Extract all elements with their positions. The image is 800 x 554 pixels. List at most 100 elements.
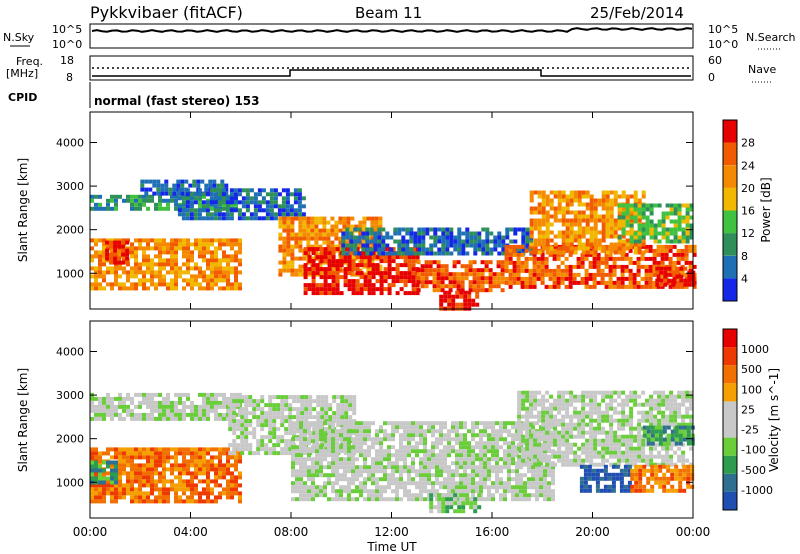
echo-cell-band-11 — [542, 207, 546, 211]
echo-cell-band-3 — [228, 411, 232, 415]
echo-cell-band-1 — [142, 479, 146, 483]
echo-cell-band-1 — [98, 459, 102, 463]
echo-cell-band-11 — [606, 211, 610, 215]
echo-cell-band-3 — [240, 451, 244, 455]
echo-cell-band-11 — [610, 215, 614, 219]
echo-cell-band-1 — [202, 447, 206, 451]
echo-cell-band-4 — [194, 208, 198, 212]
echo-cell-band-4 — [315, 457, 319, 461]
echo-cell-band-4 — [343, 425, 347, 429]
echo-cell-band-6 — [404, 263, 408, 267]
echo-cell-band-5 — [322, 233, 326, 237]
echo-cell-band-5 — [477, 505, 481, 509]
echo-cell-band-10 — [601, 273, 605, 277]
echo-cell-band-4 — [242, 200, 246, 204]
echo-cell-band-4 — [335, 433, 339, 437]
echo-cell-band-4 — [431, 445, 435, 449]
echo-cell-band-6 — [324, 291, 328, 295]
echo-cell-band-4 — [315, 469, 319, 473]
echo-cell-band-4 — [355, 421, 359, 425]
echo-cell-band-4 — [391, 425, 395, 429]
echo-cell-band-5 — [453, 493, 457, 497]
echo-cell-band-0 — [150, 266, 154, 270]
echo-cell-band-3 — [268, 399, 272, 403]
echo-cell-band-8 — [485, 276, 489, 280]
echo-cell-band-1 — [206, 447, 210, 451]
echo-cell-band-11 — [530, 219, 534, 223]
echo-cell-band-6 — [392, 267, 396, 271]
echo-cell-band-4 — [214, 208, 218, 212]
echo-cell-band-4 — [222, 196, 226, 200]
echo-cell-band-4 — [407, 489, 411, 493]
echo-cell-band-3 — [144, 188, 148, 192]
echo-cell-band-10 — [601, 257, 605, 261]
echo-cell-band-7 — [485, 228, 489, 232]
echo-cell-band-11 — [610, 247, 614, 251]
echo-cell-band-4 — [407, 437, 411, 441]
echo-cell-band-3 — [252, 435, 256, 439]
echo-cell-band-4 — [295, 461, 299, 465]
echo-cell-band-1 — [138, 475, 142, 479]
echo-cell-band-7 — [469, 240, 473, 244]
echo-cell-band-4 — [226, 212, 230, 216]
echo-cell-band-12 — [678, 216, 682, 220]
echo-cell-band-11 — [590, 211, 594, 215]
echo-cell-band-11 — [558, 203, 562, 207]
echo-cell-band-6 — [376, 255, 380, 259]
echo-cell-band-1 — [202, 451, 206, 455]
echo-cell-band-7 — [389, 248, 393, 252]
echo-cell-band-1 — [182, 455, 186, 459]
echo-cell-band-0 — [206, 238, 210, 242]
echo-cell-band-6 — [392, 255, 396, 259]
echo-cell-band-1 — [125, 257, 129, 261]
echo-cell-band-1 — [230, 495, 234, 499]
echo-cell-band-6 — [521, 427, 525, 431]
echo-cell-band-4 — [479, 485, 483, 489]
echo-cell-band-4 — [307, 421, 311, 425]
echo-cell-band-4 — [190, 192, 194, 196]
echo-cell-band-4 — [327, 497, 331, 501]
echo-cell-band-0 — [206, 246, 210, 250]
echo-cell-band-1 — [122, 471, 126, 475]
echo-cell-band-12 — [658, 232, 662, 236]
echo-cell-band-8 — [461, 264, 465, 268]
echo-cell-band-2 — [106, 203, 110, 207]
echo-cell-band-7 — [409, 252, 413, 256]
echo-cell-band-9 — [471, 299, 475, 303]
echo-cell-band-8 — [457, 260, 461, 264]
echo-cell-band-3 — [272, 411, 276, 415]
echo-cell-band-5 — [441, 509, 445, 513]
echo-cell-band-12 — [650, 208, 654, 212]
echo-cell-band-6 — [360, 259, 364, 263]
echo-cell-band-4 — [202, 216, 206, 220]
echo-cell-band-0 — [138, 270, 142, 274]
nsky-trace — [92, 28, 692, 32]
echo-cell-band-0 — [158, 258, 162, 262]
echo-cell-band-4 — [254, 208, 258, 212]
echo-cell-band-7 — [461, 252, 465, 256]
echo-cell-band-4 — [355, 477, 359, 481]
echo-cell-band-1 — [170, 479, 174, 483]
echo-cell-band-2 — [162, 207, 166, 211]
echo-cell-band-0 — [158, 401, 162, 405]
echo-cell-band-10 — [533, 269, 537, 273]
echo-cell-band-0 — [126, 397, 130, 401]
echo-cell-band-10 — [629, 285, 633, 289]
echo-cell-band-1 — [138, 491, 142, 495]
echo-cell-band-11 — [610, 243, 614, 247]
echo-cell-band-7 — [433, 236, 437, 240]
echo-cell-band-0 — [122, 270, 126, 274]
echo-cell-band-6 — [352, 287, 356, 291]
echo-cell-band-4 — [282, 204, 286, 208]
echo-cell-band-4 — [503, 441, 507, 445]
echo-cell-band-7 — [381, 252, 385, 256]
echo-cell-band-5 — [338, 217, 342, 221]
echo-cell-band-0 — [138, 393, 142, 397]
echo-cell-band-0 — [150, 258, 154, 262]
echo-cell-band-11 — [542, 215, 546, 219]
echo-cell-band-3 — [292, 407, 296, 411]
echo-cell-band-4 — [335, 493, 339, 497]
nsearch-tick-top: 10^5 — [708, 23, 738, 36]
echo-cell-band-0 — [210, 282, 214, 286]
echo-cell-band-3 — [284, 407, 288, 411]
